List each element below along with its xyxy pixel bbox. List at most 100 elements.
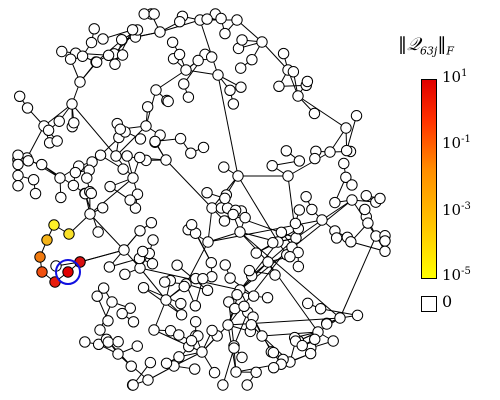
graph-node xyxy=(245,319,257,331)
graph-node xyxy=(173,329,185,341)
graph-node xyxy=(267,237,279,249)
graph-node xyxy=(292,90,304,102)
graph-node xyxy=(127,316,140,328)
graph-node xyxy=(85,187,97,200)
graph-node xyxy=(334,312,346,324)
graph-node xyxy=(42,124,55,137)
graph-node xyxy=(196,346,208,358)
graph-node xyxy=(267,346,280,359)
graph-node xyxy=(327,335,339,347)
graph-node xyxy=(160,357,173,369)
graph-edge xyxy=(43,103,73,127)
graph-node xyxy=(266,159,278,172)
graph-node xyxy=(66,98,78,110)
graph-node xyxy=(94,324,106,336)
graph-node xyxy=(138,8,150,20)
graph-node xyxy=(277,47,290,60)
graph-node xyxy=(94,149,107,161)
graph-node xyxy=(81,172,93,184)
graph-node xyxy=(13,90,26,103)
graph-node xyxy=(246,53,258,66)
graph-node xyxy=(379,235,391,247)
graph-node xyxy=(102,315,114,327)
graph-node xyxy=(148,324,160,336)
graph-node xyxy=(206,51,218,63)
graph-node xyxy=(314,303,327,315)
graph-edge xyxy=(261,41,289,71)
graph-node xyxy=(124,302,136,314)
graph-node xyxy=(102,336,114,348)
graph-node xyxy=(76,50,89,62)
graph-node xyxy=(129,202,142,214)
graph-node xyxy=(219,192,231,205)
graph-node xyxy=(125,360,137,372)
graph-node xyxy=(218,161,230,173)
graph-node-colored xyxy=(74,256,86,268)
graph-node xyxy=(351,309,364,322)
graph-node xyxy=(174,132,187,145)
graph-node xyxy=(96,202,109,214)
graph-node xyxy=(300,190,312,203)
graph-node xyxy=(112,348,124,360)
graph-node xyxy=(119,268,131,280)
graph-node xyxy=(160,154,172,166)
graph-node xyxy=(175,297,187,310)
graph-node xyxy=(227,98,240,110)
graph-node xyxy=(103,261,116,273)
colorbar-tick-2: 10-1 xyxy=(442,134,471,152)
graph-node xyxy=(185,334,198,347)
graph-node xyxy=(189,300,202,312)
graph-node xyxy=(217,379,229,391)
graph-node xyxy=(121,150,133,162)
graph-node xyxy=(124,194,136,206)
graph-node xyxy=(118,244,130,256)
graph-node xyxy=(12,169,24,182)
graph-node xyxy=(185,219,198,231)
graph-node xyxy=(338,157,350,170)
graph-edge xyxy=(115,125,147,157)
graph-node xyxy=(185,147,197,159)
graph-node xyxy=(102,49,115,62)
graph-node xyxy=(284,250,296,263)
graph-node xyxy=(131,188,144,200)
graph-node xyxy=(97,282,110,294)
graph-node xyxy=(267,362,280,374)
graph-node xyxy=(239,211,251,224)
graph-node xyxy=(282,170,294,182)
graph-node xyxy=(324,146,336,158)
graph-node xyxy=(218,215,231,227)
colorbar-tick-1: 101 xyxy=(442,68,468,86)
graph-node xyxy=(134,151,146,164)
graph-edge xyxy=(350,241,386,252)
graph-nodes xyxy=(12,8,391,391)
graph-node-colored xyxy=(48,219,60,231)
graph-node xyxy=(197,141,210,154)
graph-edge xyxy=(239,231,341,319)
graph-node xyxy=(144,356,157,369)
graph-node xyxy=(360,190,372,202)
graph-node xyxy=(141,101,154,113)
graph-node xyxy=(68,117,80,129)
graph-node xyxy=(227,208,239,221)
graph-node xyxy=(309,333,321,345)
graph-node xyxy=(234,226,246,238)
graph-node xyxy=(212,69,224,81)
graph-node xyxy=(162,95,174,108)
graph-node xyxy=(224,84,236,97)
graph-edge xyxy=(239,241,279,291)
graph-node xyxy=(197,272,209,285)
graph-edge xyxy=(239,231,269,263)
graph-edge xyxy=(346,115,358,151)
graph-edge xyxy=(287,151,331,177)
graph-node xyxy=(147,234,159,246)
graph-node xyxy=(192,54,204,67)
graph-node-colored xyxy=(62,266,74,278)
graph-node xyxy=(232,170,244,182)
graph-node xyxy=(359,203,371,216)
graph-edges xyxy=(17,13,386,386)
graph-node xyxy=(340,144,353,157)
colorbar-tick-3: 10-3 xyxy=(442,201,471,219)
graph-node xyxy=(292,260,305,273)
graph-node xyxy=(208,366,221,379)
graph-node xyxy=(117,163,129,175)
